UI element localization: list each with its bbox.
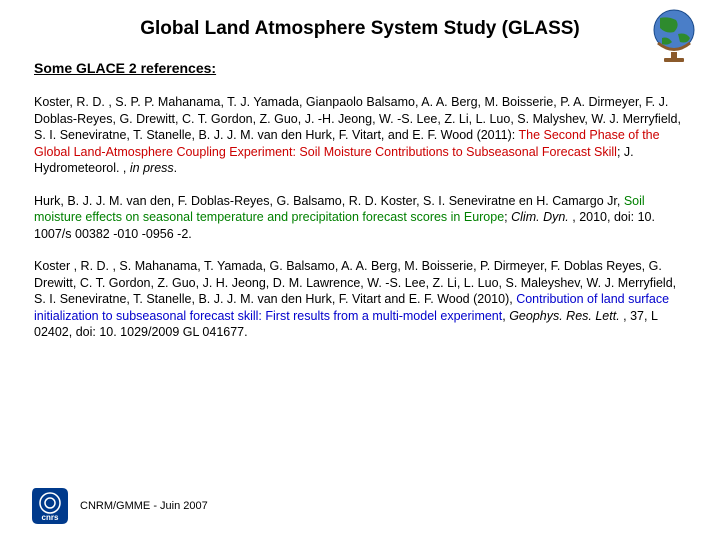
ref-ital: in press xyxy=(130,161,174,175)
ref-pre: Hurk, B. J. J. M. van den, F. Doblas-Rey… xyxy=(34,194,624,208)
footer: cnrs CNRM/GMME - Juin 2007 xyxy=(30,486,208,526)
header-row: Global Land Atmosphere System Study (GLA… xyxy=(30,18,690,40)
ref-post2: . xyxy=(174,161,177,175)
cnrs-logo-icon: cnrs xyxy=(30,486,70,526)
ref-ital: Geophys. Res. Lett. xyxy=(509,309,619,323)
section-subtitle: Some GLACE 2 references: xyxy=(34,60,690,76)
reference-3: Koster , R. D. , S. Mahanama, T. Yamada,… xyxy=(34,258,686,341)
page-title: Global Land Atmosphere System Study (GLA… xyxy=(140,18,580,40)
ref-ital: Clim. Dyn. xyxy=(511,210,569,224)
footer-text: CNRM/GMME - Juin 2007 xyxy=(80,500,208,512)
reference-2: Hurk, B. J. J. M. van den, F. Doblas-Rey… xyxy=(34,193,686,243)
svg-text:cnrs: cnrs xyxy=(42,513,59,522)
globe-icon xyxy=(648,8,700,69)
reference-1: Koster, R. D. , S. P. P. Mahanama, T. J.… xyxy=(34,94,686,177)
